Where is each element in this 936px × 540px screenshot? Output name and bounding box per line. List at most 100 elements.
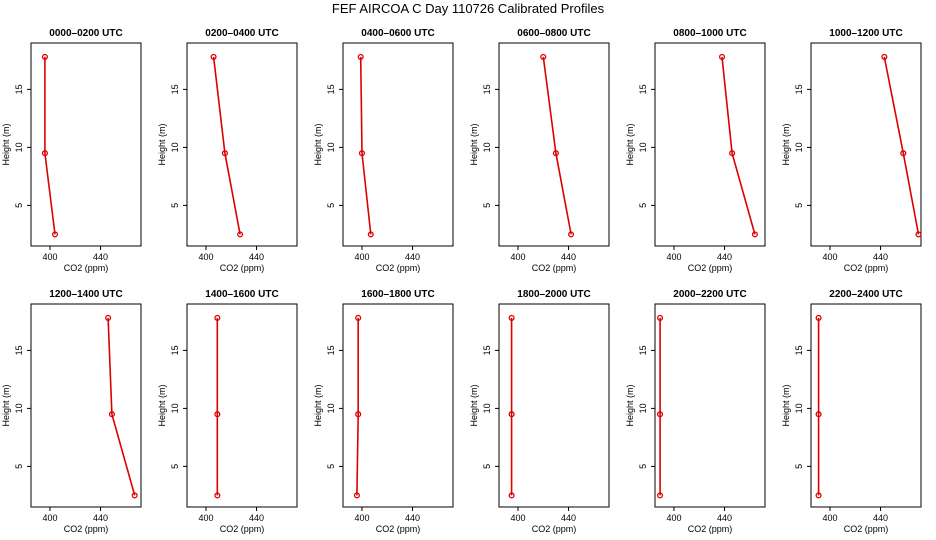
- x-tick-label: 400: [822, 513, 837, 523]
- y-axis-label: Height (m): [313, 384, 323, 426]
- plot-frame: [30, 303, 142, 508]
- y-axis-label: Height (m): [157, 123, 167, 165]
- panel-title: 0800–1000 UTC: [673, 28, 746, 39]
- x-tick-label: 400: [354, 513, 369, 523]
- y-tick-label: 15: [14, 345, 24, 355]
- data-point: [815, 411, 822, 418]
- y-tick-label: 5: [638, 464, 648, 469]
- data-point: [105, 314, 112, 321]
- profile-line: [721, 56, 756, 235]
- x-tick-label: 440: [93, 252, 108, 262]
- y-tick-label: 10: [326, 403, 336, 413]
- y-tick-label: 10: [794, 403, 804, 413]
- y-tick-label: 5: [482, 203, 492, 208]
- x-tick-label: 400: [666, 513, 681, 523]
- plot-frame: [186, 303, 298, 508]
- x-axis-label: CO2 (ppm): [220, 263, 265, 273]
- profile-line: [107, 317, 136, 496]
- panel-title: 0200–0400 UTC: [205, 28, 278, 39]
- panel-title: 1600–1800 UTC: [361, 289, 434, 300]
- data-point: [210, 53, 217, 60]
- data-point: [915, 231, 922, 238]
- y-axis-label: Height (m): [1, 384, 11, 426]
- x-tick-label: 400: [42, 252, 57, 262]
- y-tick-label: 5: [794, 464, 804, 469]
- panel-title: 1800–2000 UTC: [517, 289, 590, 300]
- y-tick-label: 10: [170, 142, 180, 152]
- data-point: [367, 231, 374, 238]
- x-tick-label: 400: [42, 513, 57, 523]
- plot-frame: [654, 303, 766, 508]
- x-tick-label: 440: [561, 252, 576, 262]
- x-tick-label: 440: [873, 252, 888, 262]
- data-point: [355, 314, 362, 321]
- x-tick-label: 400: [198, 513, 213, 523]
- profile-line: [44, 56, 56, 235]
- plot-frame: [498, 303, 610, 508]
- x-axis-label: CO2 (ppm): [376, 263, 421, 273]
- data-point: [552, 150, 559, 157]
- y-tick-label: 5: [170, 203, 180, 208]
- panel-title: 0400–0600 UTC: [361, 28, 434, 39]
- x-tick-label: 400: [198, 252, 213, 262]
- x-tick-label: 440: [93, 513, 108, 523]
- y-tick-label: 5: [794, 203, 804, 208]
- y-tick-label: 5: [326, 464, 336, 469]
- y-tick-label: 15: [794, 345, 804, 355]
- y-axis-label: Height (m): [625, 123, 635, 165]
- y-tick-label: 10: [638, 403, 648, 413]
- data-point: [900, 150, 907, 157]
- data-point: [657, 314, 664, 321]
- y-tick-label: 10: [638, 142, 648, 152]
- data-point: [41, 150, 48, 157]
- x-tick-label: 440: [405, 252, 420, 262]
- y-tick-label: 15: [482, 84, 492, 94]
- y-tick-label: 10: [170, 403, 180, 413]
- panel-7: 1200–1400 UTC 400 440 5 10 15 CO2 (ppm) Height …: [1, 289, 142, 534]
- y-tick-label: 15: [794, 84, 804, 94]
- y-tick-label: 5: [326, 203, 336, 208]
- panel-title: 2000–2200 UTC: [673, 289, 746, 300]
- profile-line: [883, 56, 920, 235]
- data-point: [751, 231, 758, 238]
- data-point: [657, 411, 664, 418]
- data-point: [508, 314, 515, 321]
- panel-12: 2200–2400 UTC 400 440 5 10 15 CO2 (ppm) Height …: [781, 289, 922, 534]
- profile-line: [212, 56, 241, 235]
- x-axis-label: CO2 (ppm): [64, 263, 109, 273]
- x-tick-label: 400: [510, 513, 525, 523]
- panel-6: 1000–1200 UTC 400 440 5 10 15 CO2 (ppm) Height …: [781, 28, 922, 273]
- data-point: [355, 411, 362, 418]
- data-point: [357, 53, 364, 60]
- data-point: [508, 411, 515, 418]
- data-point: [729, 150, 736, 157]
- panel-title: 0600–0800 UTC: [517, 28, 590, 39]
- y-tick-label: 10: [14, 403, 24, 413]
- panel-1: 0000–0200 UTC 400 440 5 10 15 CO2 (ppm) Height …: [1, 28, 142, 273]
- panel-10: 1800–2000 UTC 400 440 5 10 15 CO2 (ppm) Height …: [469, 289, 610, 534]
- y-axis-label: Height (m): [781, 123, 791, 165]
- x-axis-label: CO2 (ppm): [844, 524, 889, 534]
- panel-8: 1400–1600 UTC 400 440 5 10 15 CO2 (ppm) Height …: [157, 289, 298, 534]
- data-point: [358, 150, 366, 157]
- x-tick-label: 400: [354, 252, 369, 262]
- data-point: [540, 53, 547, 60]
- y-tick-label: 15: [326, 345, 336, 355]
- plot-frame: [654, 42, 766, 247]
- y-tick-label: 10: [326, 142, 336, 152]
- x-tick-label: 400: [822, 252, 837, 262]
- x-tick-label: 400: [510, 252, 525, 262]
- panel-11: 2000–2200 UTC 400 440 5 10 15 CO2 (ppm) Height …: [625, 289, 766, 534]
- panel-title: 1200–1400 UTC: [49, 289, 122, 300]
- plot-frame: [498, 42, 610, 247]
- data-point: [214, 314, 221, 321]
- data-point: [51, 231, 59, 238]
- y-tick-label: 5: [14, 203, 24, 208]
- x-tick-label: 440: [873, 513, 888, 523]
- plot-frame: [342, 303, 454, 508]
- panel-title: 2200–2400 UTC: [829, 289, 902, 300]
- x-tick-label: 440: [561, 513, 576, 523]
- x-axis-label: CO2 (ppm): [532, 263, 577, 273]
- panel-3: 0400–0600 UTC 400 440 5 10 15 CO2 (ppm) Height …: [313, 28, 454, 273]
